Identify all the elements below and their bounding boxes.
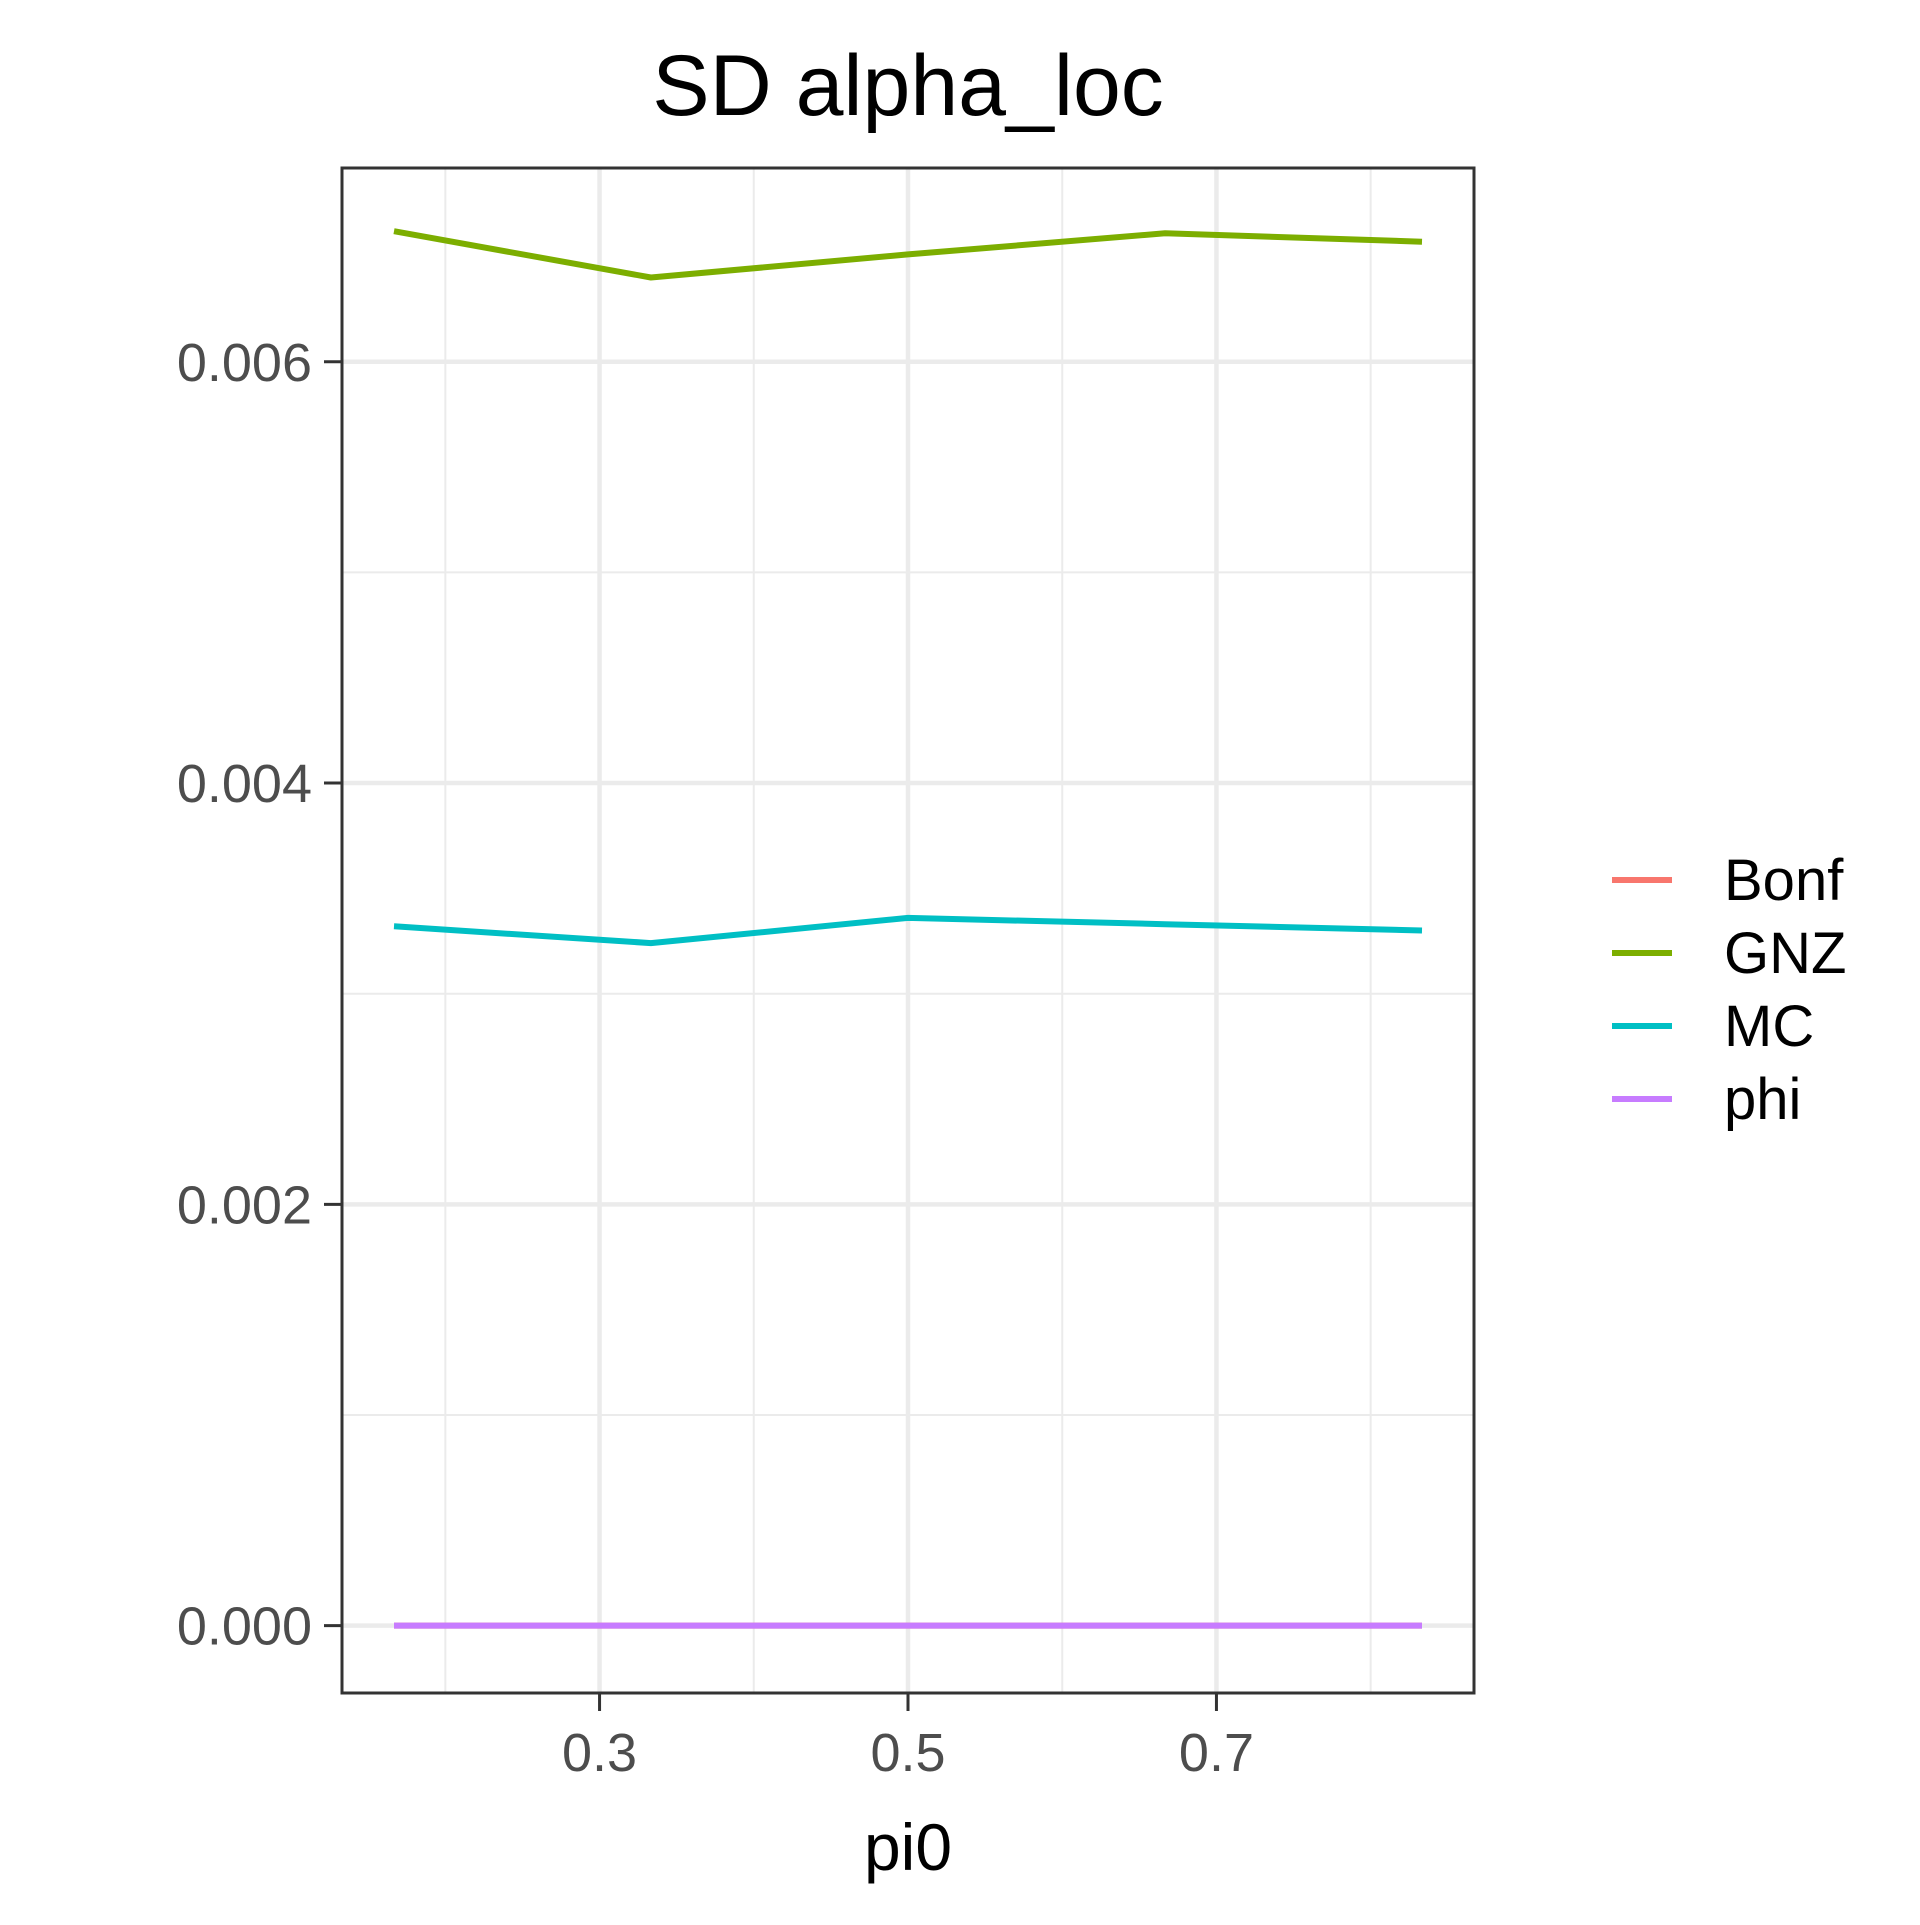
x-tick-label: 0.7 [1179, 1723, 1254, 1783]
x-axis-title: pi0 [864, 1810, 952, 1884]
series-line-mc [393, 914, 1423, 947]
x-tick-label: 0.3 [562, 1723, 637, 1783]
y-tick-label: 0.004 [177, 754, 312, 814]
legend: Bonf GNZ MC phi [1612, 848, 1846, 1132]
chart-title: SD alpha_loc [652, 38, 1164, 134]
legend-label-phi: phi [1724, 1067, 1801, 1132]
y-tick-label: 0.006 [177, 333, 312, 393]
series-line-gnz [393, 228, 1423, 281]
x-tick-label: 0.5 [870, 1723, 945, 1783]
y-axis: 0.000 0.002 0.004 0.006 [177, 333, 342, 1657]
legend-label-gnz: GNZ [1724, 921, 1846, 986]
y-tick-label: 0.002 [177, 1175, 312, 1235]
series-lines [393, 228, 1423, 1629]
legend-label-mc: MC [1724, 994, 1814, 1059]
x-axis: 0.3 0.5 0.7 [562, 1693, 1254, 1783]
y-tick-label: 0.000 [177, 1597, 312, 1657]
legend-label-bonf: Bonf [1724, 848, 1844, 913]
